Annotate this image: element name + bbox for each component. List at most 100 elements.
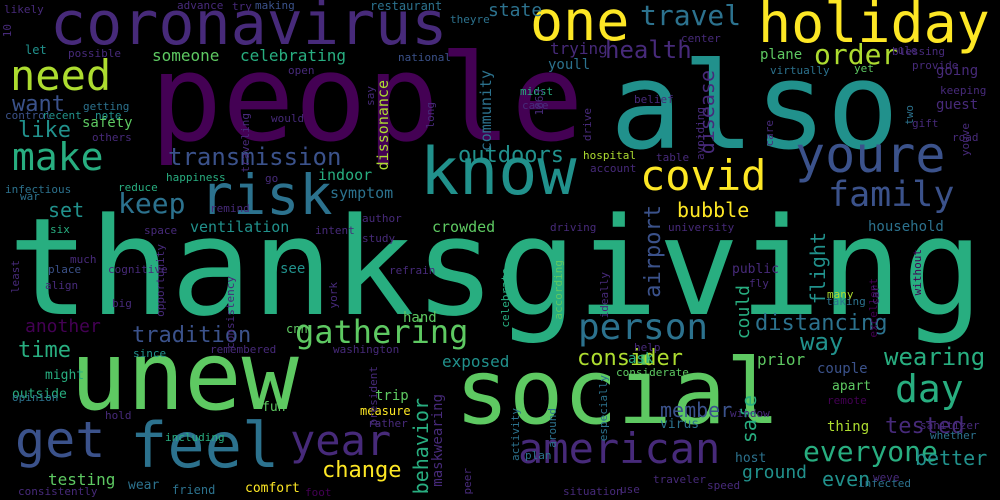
word-remembered: remembered bbox=[210, 343, 277, 356]
word-infected: infected bbox=[858, 477, 911, 490]
word-flight: flight bbox=[806, 232, 830, 305]
word-social: social bbox=[455, 340, 781, 445]
word-going: going bbox=[936, 63, 979, 79]
word-year: year bbox=[290, 416, 392, 465]
word-intent: intent bbox=[315, 224, 355, 237]
word-opportunity: opportunity bbox=[154, 244, 167, 317]
word-activity: activity bbox=[509, 408, 522, 461]
word-recent: recent bbox=[42, 109, 82, 122]
word-behavior: behavior bbox=[409, 398, 433, 495]
word-advance: advance bbox=[177, 0, 224, 12]
word-risk: risk bbox=[200, 163, 333, 227]
word-road: road bbox=[952, 131, 979, 144]
word-note: note bbox=[95, 109, 122, 122]
word-table: table bbox=[656, 151, 690, 164]
word-crowded: crowded bbox=[432, 218, 496, 236]
word-couple: couple bbox=[817, 361, 868, 377]
word-safety: safety bbox=[82, 115, 133, 131]
word-change: change bbox=[322, 458, 402, 483]
word-guest: guest bbox=[936, 97, 979, 113]
word-washington: washington bbox=[333, 343, 400, 356]
word-day: day bbox=[895, 367, 964, 411]
word-big: big bbox=[112, 297, 132, 310]
word-gift: gift bbox=[912, 117, 939, 130]
word-testing: testing bbox=[48, 470, 116, 489]
word-space: space bbox=[144, 224, 178, 237]
word-align: align bbox=[45, 279, 79, 292]
word-get: get bbox=[15, 411, 106, 469]
word-friend: friend bbox=[172, 483, 216, 497]
word-apart: apart bbox=[832, 379, 872, 394]
word-know: know bbox=[420, 135, 577, 210]
word-especially: especially bbox=[597, 375, 610, 442]
word-author: author bbox=[362, 212, 402, 225]
word-people: people bbox=[150, 30, 584, 169]
word-since: since bbox=[133, 347, 167, 360]
word-make: make bbox=[12, 135, 104, 179]
word-belief: belief bbox=[634, 93, 674, 106]
word-car: car bbox=[869, 285, 882, 305]
word-control: control bbox=[5, 109, 52, 122]
word-comfort: comfort bbox=[245, 481, 300, 496]
word-traveler: traveler bbox=[653, 473, 706, 486]
word-hand: hand bbox=[403, 310, 437, 326]
word-state: state bbox=[488, 0, 543, 21]
word-would: would bbox=[271, 112, 305, 125]
word-exposed: exposed bbox=[442, 352, 510, 371]
word-help: help bbox=[634, 341, 661, 354]
word-yet: yet bbox=[854, 62, 874, 75]
word-account: account bbox=[590, 162, 637, 175]
word-could: could bbox=[733, 285, 754, 340]
word-airport: airport bbox=[641, 205, 666, 298]
word-others: others bbox=[92, 131, 132, 144]
word-outside: outside bbox=[12, 387, 67, 402]
word-feel: feel bbox=[130, 409, 280, 482]
word-virus: virus bbox=[660, 417, 700, 432]
word-coronavirus: coronavirus bbox=[50, 0, 448, 59]
word-trying: trying bbox=[550, 39, 608, 58]
word-youll: youll bbox=[548, 57, 591, 73]
word-thanksgiving: thanksgiving bbox=[8, 189, 984, 346]
word-cognitive: cognitive bbox=[108, 263, 168, 276]
word-american: american bbox=[518, 424, 721, 473]
word-10: 10 bbox=[1, 24, 14, 38]
word-prior: prior bbox=[757, 350, 806, 369]
word-like: like bbox=[18, 118, 71, 143]
word-without: without bbox=[911, 249, 924, 296]
word-traveling: traveling bbox=[239, 113, 252, 173]
word-provide: provide bbox=[912, 59, 959, 72]
word-transmission: transmission bbox=[168, 143, 342, 171]
word-thing: thing bbox=[827, 419, 870, 435]
word-plan: plan bbox=[525, 449, 552, 462]
word-also: also bbox=[610, 38, 899, 177]
word-sanitizer: sanitizer bbox=[920, 419, 980, 432]
word-national: national bbox=[398, 51, 451, 64]
word-university: university bbox=[668, 221, 735, 234]
word-everyone: everyone bbox=[803, 435, 938, 468]
word-driving: driving bbox=[550, 221, 597, 234]
word-ask: ask bbox=[628, 351, 654, 367]
word-distancing: distancing bbox=[755, 311, 888, 336]
word-measure: measure bbox=[360, 404, 411, 418]
word-way: way bbox=[800, 328, 844, 356]
word-set: set bbox=[48, 198, 85, 222]
word-health: health bbox=[605, 36, 692, 64]
word-making: making bbox=[255, 0, 295, 12]
word-remind: remind bbox=[210, 202, 250, 215]
word-trip: trip bbox=[375, 388, 409, 404]
word-keep: keep bbox=[118, 187, 186, 220]
word-center: center bbox=[681, 32, 721, 45]
word-remote: remote bbox=[827, 394, 867, 407]
word-much: much bbox=[70, 253, 97, 266]
word-refrain: refrain bbox=[389, 264, 436, 277]
word-try: try bbox=[232, 0, 252, 13]
word-long: long bbox=[424, 102, 437, 129]
word-host: host bbox=[735, 451, 767, 466]
word-let: let bbox=[25, 43, 47, 57]
word-say: say bbox=[364, 86, 377, 106]
word-happiness: happiness bbox=[166, 171, 226, 184]
word-avoiding: avoiding bbox=[694, 107, 707, 160]
word-need: need bbox=[10, 51, 112, 100]
word-situation: situation bbox=[563, 485, 623, 498]
word-member: member bbox=[660, 398, 733, 422]
